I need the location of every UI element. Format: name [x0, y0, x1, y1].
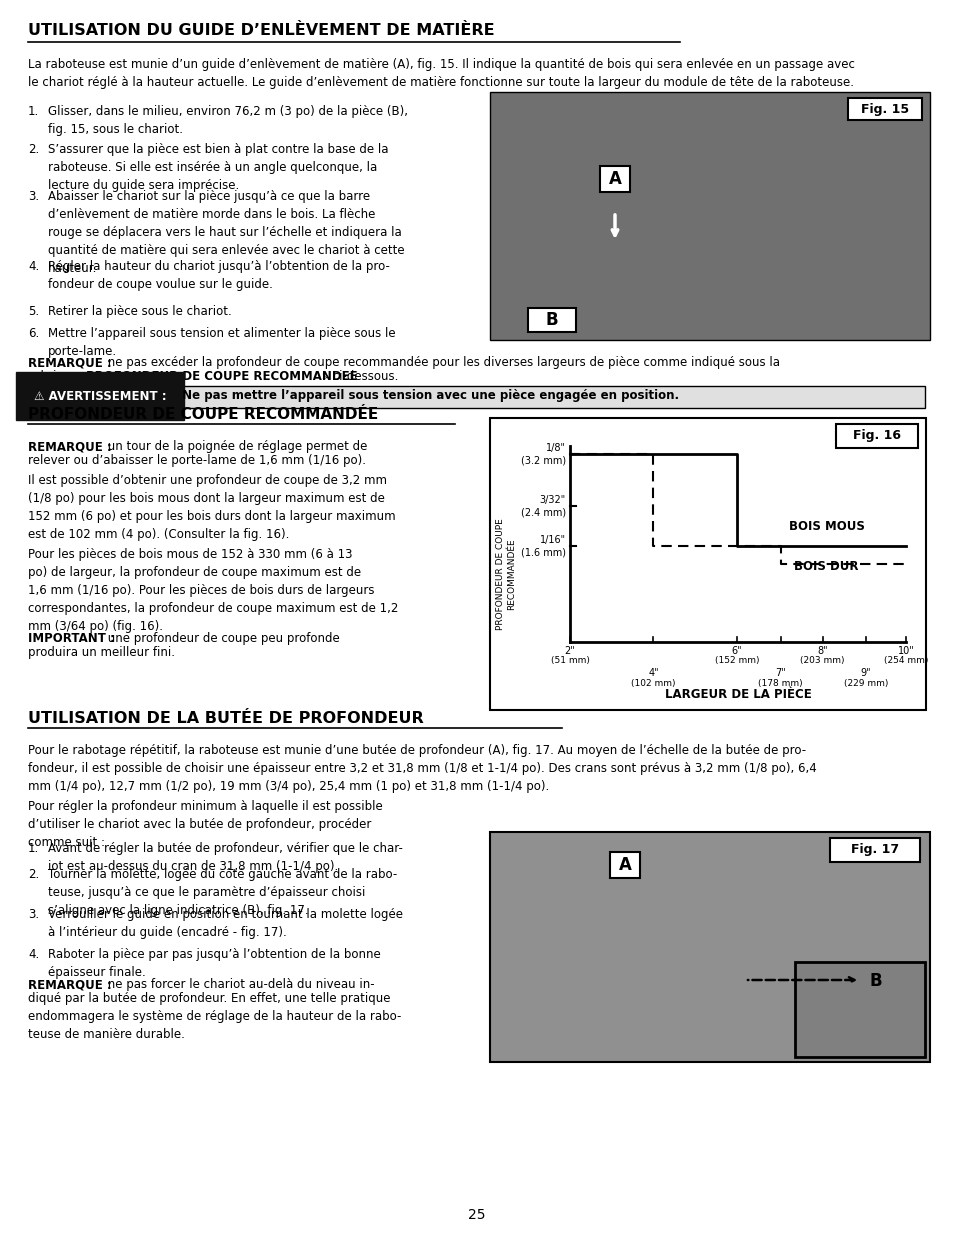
Text: 2.: 2.: [28, 143, 39, 156]
Text: (229 mm): (229 mm): [843, 679, 887, 688]
Text: UTILISATION DU GUIDE D’ENLÈVEMENT DE MATIÈRE: UTILISATION DU GUIDE D’ENLÈVEMENT DE MAT…: [28, 23, 494, 38]
Text: 8": 8": [817, 646, 827, 656]
Text: 2.: 2.: [28, 868, 39, 881]
Text: Il est possible d’obtenir une profondeur de coupe de 3,2 mm
(1/8 po) pour les bo: Il est possible d’obtenir une profondeur…: [28, 474, 395, 541]
Bar: [847, 98, 921, 120]
Text: 4.: 4.: [28, 261, 39, 273]
Text: IMPORTANT :: IMPORTANT :: [28, 632, 114, 645]
Text: (152 mm): (152 mm): [714, 656, 759, 664]
Text: 10": 10": [897, 646, 913, 656]
Text: 5.: 5.: [28, 305, 39, 317]
Text: 3.: 3.: [28, 190, 39, 203]
Text: 1.: 1.: [28, 842, 39, 855]
Text: diqué par la butée de profondeur. En effet, une telle pratique
endommagera le sy: diqué par la butée de profondeur. En eff…: [28, 992, 401, 1041]
Text: Avant de régler la butée de profondeur, vérifier que le char-
iot est au-dessus : Avant de régler la butée de profondeur, …: [48, 842, 402, 873]
Text: Pour régler la profondeur minimum à laquelle il est possible
d’utiliser le chari: Pour régler la profondeur minimum à laqu…: [28, 800, 382, 848]
Text: une profondeur de coupe peu profonde: une profondeur de coupe peu profonde: [104, 632, 339, 645]
Text: Verrouiller le guide en position en tournant la molette logée
à l’intérieur du g: Verrouiller le guide en position en tour…: [48, 908, 402, 939]
Text: S’assurer que la pièce est bien à plat contre la base de la
raboteuse. Si elle e: S’assurer que la pièce est bien à plat c…: [48, 143, 388, 191]
Text: 6": 6": [731, 646, 741, 656]
Bar: [859, 968, 891, 994]
Text: PROFONDEUR DE COUPE
RECOMMANDÉE: PROFONDEUR DE COUPE RECOMMANDÉE: [496, 519, 516, 630]
Text: Glisser, dans le milieu, environ 76,2 m (3 po) de la pièce (B),
fig. 15, sous le: Glisser, dans le milieu, environ 76,2 m …: [48, 105, 408, 136]
Text: Pour les pièces de bois mous de 152 à 330 mm (6 à 13
po) de largeur, la profonde: Pour les pièces de bois mous de 152 à 33…: [28, 548, 398, 634]
Text: Fig. 16: Fig. 16: [852, 430, 900, 442]
Text: Ne pas mettre l’appareil sous tension avec une pièce engagée en position.: Ne pas mettre l’appareil sous tension av…: [178, 389, 679, 403]
Bar: [490, 91, 929, 340]
Text: UTILISATION DE LA BUTÉE DE PROFONDEUR: UTILISATION DE LA BUTÉE DE PROFONDEUR: [28, 711, 423, 726]
Text: REMARQUE :: REMARQUE :: [28, 356, 112, 369]
Text: PROFONDEUR DE COUPE RECOMMANDEE: PROFONDEUR DE COUPE RECOMMANDEE: [86, 370, 357, 383]
Text: REMARQUE :: REMARQUE :: [28, 440, 112, 453]
Text: Régler la hauteur du chariot jusqu’à l’obtention de la pro-
fondeur de coupe vou: Régler la hauteur du chariot jusqu’à l’o…: [48, 261, 390, 291]
Text: B: B: [869, 972, 882, 990]
Bar: [527, 308, 576, 332]
Text: ⚠ AVERTISSEMENT :: ⚠ AVERTISSEMENT :: [34, 389, 167, 403]
Text: 1/16"
(1.6 mm): 1/16" (1.6 mm): [520, 535, 565, 557]
Text: 6.: 6.: [28, 327, 39, 340]
Text: B: B: [545, 311, 558, 329]
Text: » ci-dessous.: » ci-dessous.: [317, 370, 398, 383]
Text: 1/8"
(3.2 mm): 1/8" (3.2 mm): [520, 443, 565, 466]
Text: 3.: 3.: [28, 908, 39, 921]
Text: Fig. 17: Fig. 17: [850, 844, 898, 857]
Text: 9": 9": [860, 668, 870, 678]
Bar: [490, 417, 925, 710]
Bar: [599, 165, 629, 191]
Text: A: A: [618, 856, 631, 874]
Bar: [835, 424, 917, 448]
Text: PROFONDEUR DE COUPE RECOMMANDÉE: PROFONDEUR DE COUPE RECOMMANDÉE: [28, 408, 377, 422]
Bar: [609, 852, 639, 878]
Text: un tour de la poignée de réglage permet de: un tour de la poignée de réglage permet …: [104, 440, 367, 453]
Text: ne pas forcer le chariot au-delà du niveau in-: ne pas forcer le chariot au-delà du nive…: [104, 978, 375, 990]
Text: LARGEUR DE LA PIÈCE: LARGEUR DE LA PIÈCE: [664, 688, 810, 701]
Text: Raboter la pièce par pas jusqu’à l’obtention de la bonne
épaisseur finale.: Raboter la pièce par pas jusqu’à l’obten…: [48, 948, 380, 979]
Text: 2": 2": [564, 646, 575, 656]
Text: La raboteuse est munie d’un guide d’enlèvement de matière (A), fig. 15. Il indiq: La raboteuse est munie d’un guide d’enlè…: [28, 58, 854, 89]
Text: produira un meilleur fini.: produira un meilleur fini.: [28, 646, 174, 659]
Bar: [28, 387, 924, 408]
Text: rubrique «: rubrique «: [28, 370, 93, 383]
Text: 4.: 4.: [28, 948, 39, 961]
Text: 1.: 1.: [28, 105, 39, 119]
Text: Fig. 15: Fig. 15: [860, 103, 908, 116]
Text: Tourner la molette, logée du côté gauche avant de la rabo-
teuse, jusqu’à ce que: Tourner la molette, logée du côté gauche…: [48, 868, 396, 918]
Text: (254 mm): (254 mm): [882, 656, 927, 664]
Text: Abaisser le chariot sur la pièce jusqu’à ce que la barre
d’enlèvement de matière: Abaisser le chariot sur la pièce jusqu’à…: [48, 190, 404, 275]
Text: (102 mm): (102 mm): [631, 679, 675, 688]
Text: (203 mm): (203 mm): [800, 656, 844, 664]
Text: Mettre l’appareil sous tension et alimenter la pièce sous le
porte-lame.: Mettre l’appareil sous tension et alimen…: [48, 327, 395, 358]
Text: A: A: [608, 170, 620, 188]
Text: REMARQUE :: REMARQUE :: [28, 978, 112, 990]
Text: (51 mm): (51 mm): [550, 656, 589, 664]
Text: BOIS MOUS: BOIS MOUS: [788, 520, 863, 532]
Bar: [490, 832, 929, 1062]
Text: relever ou d’abaisser le porte-lame de 1,6 mm (1/16 po).: relever ou d’abaisser le porte-lame de 1…: [28, 454, 366, 467]
Text: 7": 7": [775, 668, 785, 678]
Text: 25: 25: [468, 1208, 485, 1221]
Text: Pour le rabotage répétitif, la raboteuse est munie d’une butée de profondeur (A): Pour le rabotage répétitif, la raboteuse…: [28, 743, 816, 793]
Bar: [794, 962, 924, 1057]
Text: Retirer la pièce sous le chariot.: Retirer la pièce sous le chariot.: [48, 305, 232, 317]
Text: BOIS DUR: BOIS DUR: [794, 559, 858, 573]
Text: ne pas excéder la profondeur de coupe recommandée pour les diverses largeurs de : ne pas excéder la profondeur de coupe re…: [104, 356, 780, 369]
Text: 4": 4": [647, 668, 658, 678]
Text: (178 mm): (178 mm): [758, 679, 802, 688]
Text: 3/32"
(2.4 mm): 3/32" (2.4 mm): [520, 495, 565, 517]
Bar: [829, 839, 919, 862]
